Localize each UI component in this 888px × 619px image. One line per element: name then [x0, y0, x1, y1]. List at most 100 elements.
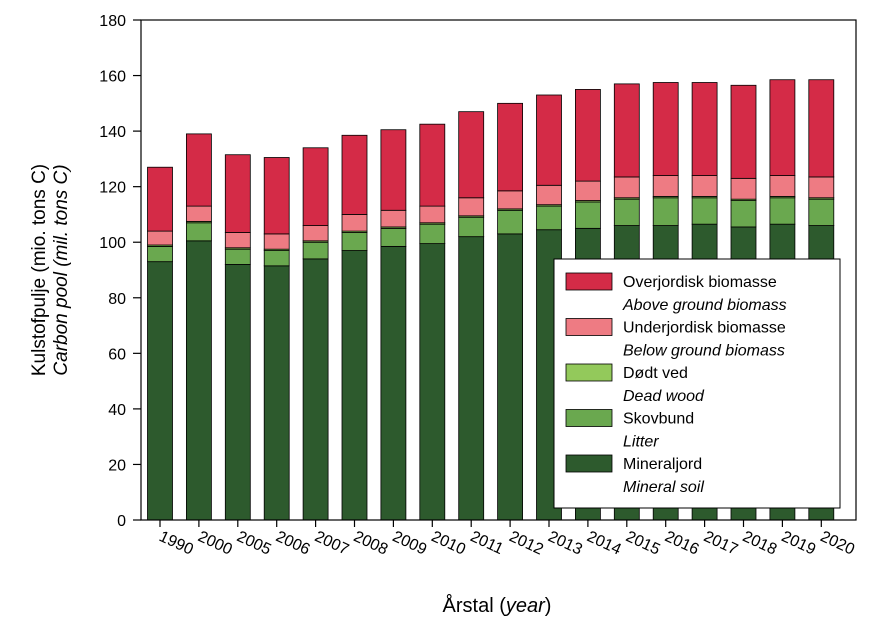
bar-2000-series-3: [185, 205, 212, 222]
legend-swatch-3: [565, 409, 613, 427]
y-tick-label-60: 60: [108, 346, 126, 363]
bar-2015-series-4: [613, 83, 640, 178]
bar-1990-series-0: [147, 261, 173, 521]
bar-2006-series-0: [263, 265, 290, 521]
bar-2012-series-1: [497, 209, 524, 235]
legend-label-en-1: Below ground biomass: [623, 343, 785, 360]
y-tick-label-40: 40: [108, 402, 126, 419]
bar-2000-series-4: [185, 133, 212, 207]
bar-2018-series-3: [730, 177, 757, 200]
bar-2015-series-1: [613, 198, 640, 226]
x-tick-label-2015: 2015: [623, 528, 663, 558]
bar-2017-series-1: [691, 197, 718, 225]
bar-2008-series-0: [341, 250, 368, 521]
legend: Overjordisk biomasse Above ground biomass…: [553, 258, 841, 509]
bar-2019-series-4: [769, 79, 796, 176]
bar-2008-series-1: [341, 232, 368, 251]
plot-area-frame: [140, 19, 857, 521]
bar-2009-series-4: [380, 129, 407, 211]
x-axis-label-da: Årstal: [443, 594, 494, 617]
y-tick-label-160: 160: [99, 69, 126, 86]
bar-2009-series-0: [380, 245, 407, 521]
legend-label-1: Underjordisk biomasse: [623, 320, 786, 337]
legend-swatch-0: [565, 272, 613, 291]
bar-2007-series-0: [302, 258, 329, 521]
bar-2006-series-1: [263, 250, 290, 267]
bar-2007-series-3: [302, 225, 329, 242]
bar-2016-series-4: [652, 82, 679, 176]
bar-2013-series-1: [536, 205, 562, 231]
bar-2017-series-3: [691, 175, 718, 197]
bar-2009-series-3: [380, 209, 407, 228]
y-tick-label-20: 20: [108, 457, 126, 474]
x-tick-label-2009: 2009: [390, 528, 430, 558]
legend-swatch-2: [565, 363, 613, 382]
x-tick-label-2012: 2012: [506, 528, 546, 558]
bar-2005-series-4: [224, 154, 251, 233]
bar-2000-series-1: [185, 222, 212, 242]
bar-2000-series-0: [185, 240, 212, 521]
legend-label-3: Skovbund: [623, 411, 694, 428]
x-tick-label-2013: 2013: [545, 528, 585, 558]
x-tick-label-2011: 2011: [468, 528, 506, 558]
bar-2011-series-0: [458, 236, 485, 521]
bar-2020-series-3: [808, 176, 835, 199]
x-tick-label-2005: 2005: [234, 528, 274, 558]
bar-1990-series-4: [147, 166, 173, 232]
y-tick-label-120: 120: [99, 180, 126, 197]
bar-2010-series-1: [419, 223, 446, 245]
x-axis-ticks: 1990 2000 2005 2006 2007 2008 2009 2010 2011 2012…: [156, 520, 857, 559]
bar-2010-series-3: [419, 205, 446, 224]
bar-2006-series-4: [263, 157, 290, 235]
bar-2016-series-3: [652, 175, 679, 197]
bar-2017-series-4: [691, 82, 718, 176]
legend-label-en-4: Mineral soil: [623, 479, 704, 496]
legend-label-en-3: Litter: [623, 434, 659, 451]
bar-2008-series-3: [341, 214, 368, 232]
bar-2011-series-1: [458, 216, 485, 238]
bar-2018-series-4: [730, 84, 757, 179]
x-tick-label-1990: 1990: [156, 528, 196, 558]
bar-2007-series-4: [302, 147, 329, 226]
y-axis-label-en: Carbon pool (mil. tons C): [51, 164, 72, 375]
y-tick-label-0: 0: [117, 513, 126, 530]
x-tick-label-2019: 2019: [779, 528, 819, 558]
bar-2014-series-4: [575, 89, 601, 182]
legend-label-2: Dødt ved: [623, 365, 688, 382]
bar-2011-series-3: [458, 197, 485, 217]
x-tick-label-2007: 2007: [312, 528, 352, 558]
y-axis-label: Kulstofpulje (mio. tons C): [29, 164, 50, 376]
bar-2005-series-0: [224, 264, 251, 521]
x-tick-label-2020: 2020: [818, 528, 858, 558]
bar-2006-series-3: [263, 233, 290, 250]
bar-2009-series-1: [380, 227, 407, 247]
bar-2010-series-4: [419, 123, 446, 207]
bar-2012-series-0: [497, 233, 524, 521]
legend-label-en-2: Dead wood: [623, 388, 705, 405]
x-axis-label-en: year: [504, 595, 546, 617]
bar-2013-series-4: [536, 94, 562, 186]
x-tick-label-2000: 2000: [195, 528, 235, 558]
bar-2014-series-3: [575, 180, 601, 201]
bar-2019-series-3: [769, 175, 796, 197]
y-tick-label-100: 100: [99, 235, 126, 252]
bar-2015-series-3: [613, 176, 640, 199]
bar-2012-series-3: [497, 190, 524, 210]
bar-2014-series-1: [575, 201, 601, 229]
x-tick-label-2008: 2008: [351, 528, 391, 558]
bar-2019-series-1: [769, 197, 796, 225]
bar-2020-series-4: [808, 79, 835, 178]
bar-1990-series-3: [147, 230, 173, 246]
x-tick-label-2018: 2018: [740, 528, 780, 558]
legend-label-0: Overjordisk biomasse: [623, 274, 777, 291]
legend-label-4: Mineraljord: [623, 456, 702, 473]
bar-1990-series-1: [147, 245, 173, 263]
x-tick-label-2017: 2017: [701, 528, 741, 558]
x-tick-label-2014: 2014: [584, 528, 624, 558]
x-axis-label: Årstal (year): [443, 594, 552, 617]
x-tick-label-2006: 2006: [273, 528, 313, 558]
bar-2012-series-4: [497, 102, 524, 192]
legend-label-en-0: Above ground biomass: [622, 297, 787, 314]
bar-2011-series-4: [458, 111, 485, 199]
bar-2007-series-1: [302, 241, 329, 260]
